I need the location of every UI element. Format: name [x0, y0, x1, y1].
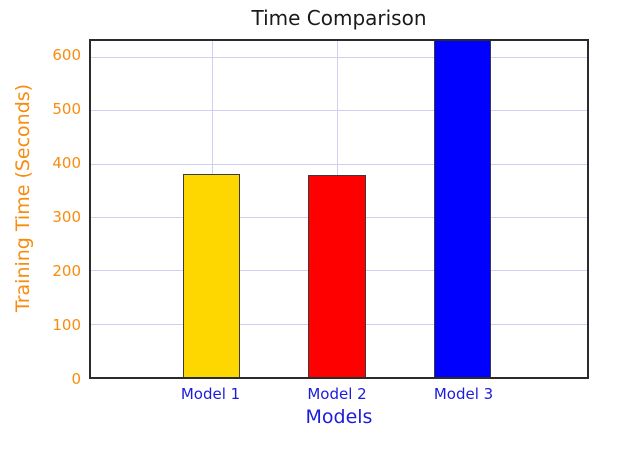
chart-title: Time Comparison: [251, 6, 427, 30]
x-axis-label: Models: [305, 406, 373, 428]
x-tick-labels: Model 1 Model 2 Model 3: [89, 385, 589, 405]
x-tick-model-2: Model 2: [307, 385, 367, 403]
y-tick-0: 0: [71, 370, 81, 388]
h-gridline-600: [91, 57, 587, 58]
bar-model-3: [433, 41, 491, 377]
x-tick-model-1: Model 1: [180, 385, 241, 403]
y-tick-labels: 0 100 200 300 400 500 600: [0, 39, 81, 388]
bar-model-1: [183, 174, 241, 377]
y-tick-100: 100: [52, 316, 81, 335]
bar-model-2: [308, 175, 366, 377]
x-tick-model-3: Model 3: [433, 385, 494, 403]
y-tick-500: 500: [52, 100, 81, 119]
y-tick-400: 400: [52, 154, 81, 173]
y-tick-600: 600: [52, 46, 81, 65]
y-tick-200: 200: [52, 262, 81, 281]
plot-area: [89, 39, 589, 379]
y-tick-300: 300: [52, 208, 81, 227]
h-gridline-400: [91, 163, 587, 165]
h-gridline-500: [91, 110, 587, 112]
